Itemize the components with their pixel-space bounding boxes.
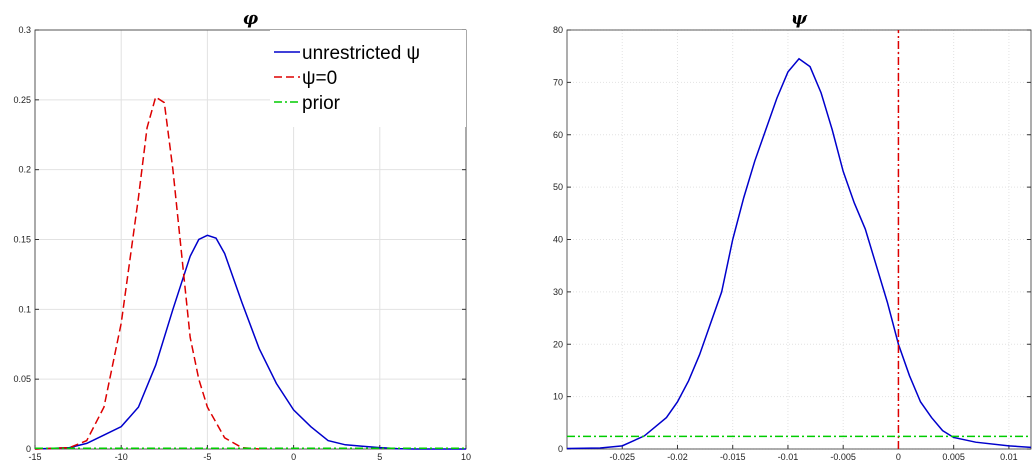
x-tick-label: 0.01 <box>1000 452 1018 462</box>
legend-label: unrestricted ψ <box>302 43 420 64</box>
x-tick-label: 10 <box>461 452 471 462</box>
y-tick-label: 0.1 <box>18 304 31 314</box>
y-tick-label: 0.05 <box>13 374 31 384</box>
y-tick-label: 30 <box>553 287 563 297</box>
x-tick-label: 0 <box>896 452 901 462</box>
y-tick-label: 0.15 <box>13 235 31 245</box>
x-tick-label: -0.015 <box>720 452 746 462</box>
y-tick-label: 0.3 <box>18 25 31 35</box>
y-tick-label: 0.25 <box>13 95 31 105</box>
x-tick-label: -0.025 <box>609 452 635 462</box>
x-tick-label: 5 <box>377 452 382 462</box>
chart-title: φ <box>243 9 259 29</box>
x-tick-label: -0.02 <box>667 452 688 462</box>
y-tick-label: 10 <box>553 392 563 402</box>
legend-label: ψ=0 <box>302 68 337 89</box>
x-tick-label: -15 <box>28 452 41 462</box>
axes-frame <box>566 29 1032 450</box>
y-tick-label: 70 <box>553 77 563 87</box>
y-tick-label: 40 <box>553 235 563 245</box>
series-line <box>34 234 466 450</box>
x-tick-label: 0.005 <box>942 452 965 462</box>
y-tick-label: 50 <box>553 182 563 192</box>
y-tick-label: 0 <box>26 444 31 454</box>
y-tick-label: 20 <box>553 339 563 349</box>
y-tick-label: 60 <box>553 130 563 140</box>
y-tick-label: 0.2 <box>18 165 31 175</box>
x-tick-label: 0 <box>291 452 296 462</box>
series-line <box>566 57 1032 450</box>
x-tick-label: -10 <box>115 452 128 462</box>
x-tick-label: -5 <box>203 452 211 462</box>
x-tick-label: -0.005 <box>830 452 856 462</box>
y-tick-label: 80 <box>553 25 563 35</box>
series-line <box>34 95 260 450</box>
y-tick-label: 0 <box>558 444 563 454</box>
legend-box <box>270 30 466 127</box>
x-tick-label: -0.01 <box>778 452 799 462</box>
chart-title: ψ <box>791 9 808 29</box>
legend-label: prior <box>302 93 341 114</box>
